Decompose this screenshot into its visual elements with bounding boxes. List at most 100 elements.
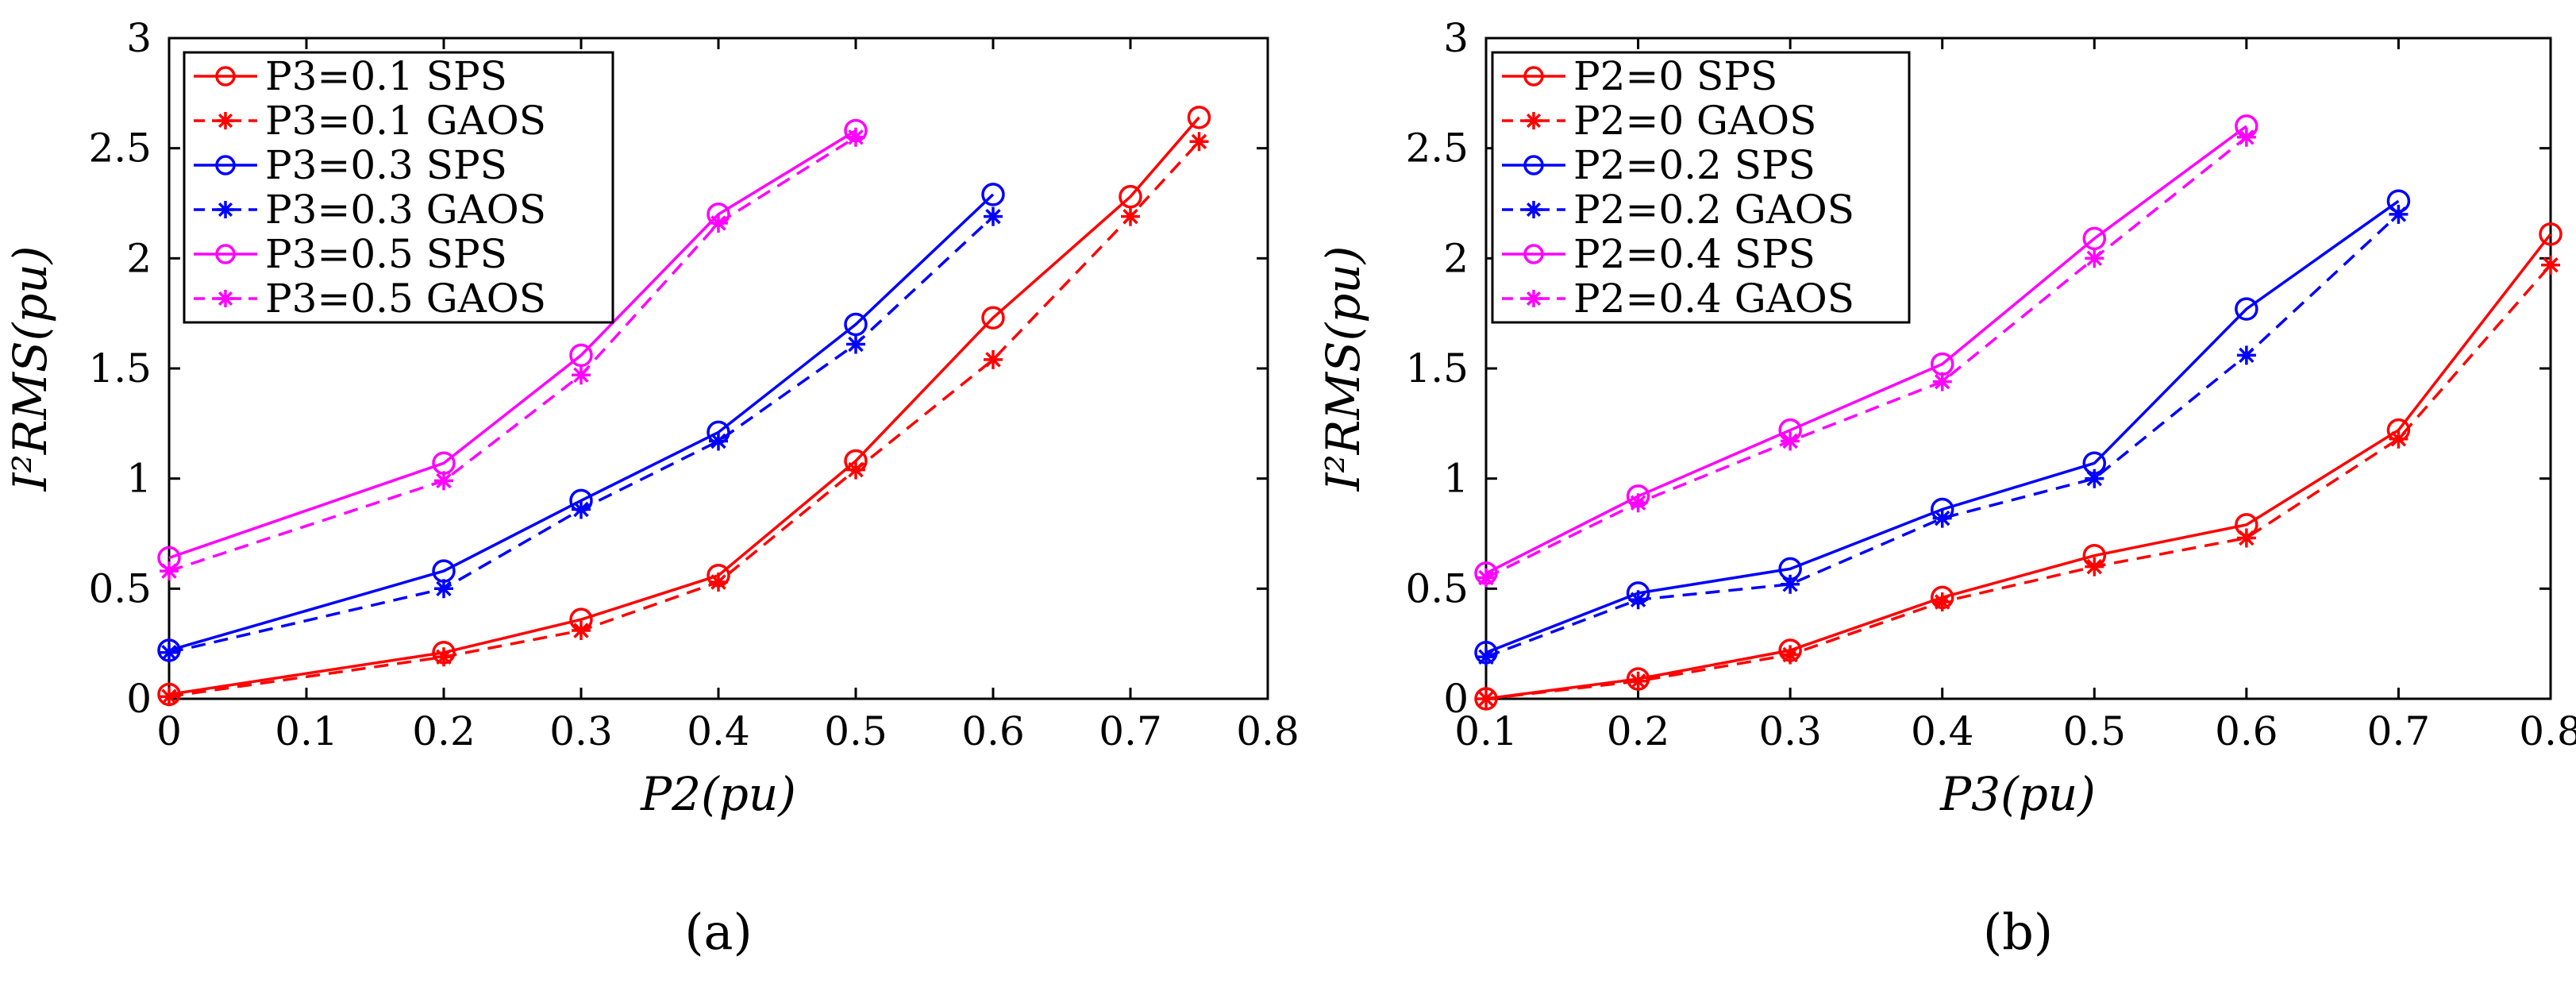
point-marker-b-1	[2389, 429, 2409, 449]
point-marker-a-3	[160, 642, 179, 662]
point-marker-a-3	[709, 431, 728, 451]
series-line-a-3	[168, 215, 995, 654]
chart-panel-a: 0 0.1 0.2 0.3 0.4 0.5 0.6 0.7 0.8 0 0.5 1 1.5 2 2.5 3 P3…	[3, 15, 1300, 961]
point-marker-a-1	[434, 647, 453, 667]
legend-swatch-marker	[217, 290, 234, 307]
point-marker-b-1	[1628, 671, 1648, 691]
series-line-a-1	[168, 141, 1200, 698]
series-line-b-4	[1485, 125, 2247, 575]
y-axis-label-b: I²RMS(pu)	[1316, 246, 1370, 492]
point-marker-a-2	[981, 183, 1005, 206]
legend-box	[1491, 51, 1911, 324]
legend-swatch-marker	[1525, 290, 1542, 307]
chart-panel-b: 0.1 0.2 0.3 0.4 0.5 0.6 0.7 0.8 0 0.5 1 1.5 2 2.5 3 P2=…	[1316, 15, 2576, 961]
y-tick-label: 2	[126, 235, 152, 281]
point-marker-b-3	[2236, 345, 2256, 365]
point-marker-a-1	[709, 573, 728, 592]
point-marker-a-1	[1189, 132, 1209, 152]
point-marker-a-0	[1187, 106, 1211, 129]
point-marker-a-5	[434, 471, 453, 491]
point-marker-b-3	[2085, 469, 2104, 488]
x-axis-label-a: P2(pu)	[640, 767, 796, 821]
legend-entry-label: P2=0.4 SPS	[1573, 231, 1816, 277]
legend-entry-label: P2=0 GAOS	[1573, 98, 1816, 144]
legend-swatch-marker	[1523, 244, 1544, 264]
legend-box	[183, 51, 614, 324]
point-marker-b-5	[2085, 249, 2104, 268]
series-line-b-1	[1485, 264, 2552, 700]
x-tick-label: 0.8	[2519, 708, 2576, 754]
series-line-a-2	[168, 193, 995, 652]
point-marker-a-3	[846, 334, 865, 354]
point-marker-b-3	[1477, 647, 1496, 667]
y-tick-label: 0.5	[1405, 565, 1469, 611]
point-marker-a-1	[984, 349, 1003, 369]
y-tick-label: 1.5	[88, 345, 152, 391]
series-line-a-4	[168, 129, 857, 560]
y-tick-label: 0	[1443, 676, 1469, 722]
x-tick-label: 0	[156, 708, 182, 754]
point-marker-a-5	[160, 561, 179, 581]
x-tick-label: 0.6	[961, 708, 1025, 754]
series-line-b-5	[1485, 136, 2247, 580]
y-tick-label: 0	[126, 676, 152, 722]
legend-entry-label: P2=0 SPS	[1573, 53, 1777, 99]
legend-swatch-marker	[217, 201, 234, 218]
y-tick-label: 3	[1443, 15, 1469, 61]
point-marker-b-3	[1932, 508, 1952, 528]
point-marker-a-1	[1121, 206, 1140, 226]
legend-entry-label: P3=0.5 GAOS	[265, 276, 546, 322]
x-tick-label: 0.7	[2367, 708, 2431, 754]
y-tick-label: 3	[126, 15, 152, 61]
legend-swatch-marker	[1523, 66, 1544, 87]
legend-swatch-marker	[1523, 155, 1544, 175]
legend-swatch-marker	[215, 155, 236, 175]
point-marker-b-5	[1477, 568, 1496, 588]
y-tick-label: 1.5	[1405, 345, 1469, 391]
legend-entry-label: P3=0.5 SPS	[265, 231, 507, 277]
legend-entry-label: P2=0.2 GAOS	[1573, 187, 1854, 233]
legend-swatch-marker	[215, 244, 236, 264]
x-tick-label: 0.2	[412, 708, 476, 754]
panel-label-b: (b)	[1983, 903, 2053, 961]
point-marker-b-2	[2235, 297, 2258, 321]
y-tick-label: 0.5	[88, 565, 152, 611]
point-marker-b-5	[1781, 431, 1800, 451]
point-marker-a-1	[846, 460, 865, 480]
x-tick-label: 0.3	[1758, 708, 1822, 754]
point-marker-b-1	[1781, 645, 1800, 665]
point-marker-b-1	[2236, 528, 2256, 548]
point-marker-b-0	[2539, 222, 2563, 246]
legend-entry-label: P2=0.2 SPS	[1573, 142, 1816, 188]
legend-entry-label: P3=0.1 SPS	[265, 53, 507, 99]
y-tick-label: 2.5	[88, 125, 152, 172]
x-tick-label: 0.1	[1454, 708, 1518, 754]
legend-entry-label: P3=0.3 SPS	[265, 142, 507, 188]
y-tick-label: 2.5	[1405, 125, 1469, 172]
point-marker-a-3	[434, 579, 453, 599]
legend-swatch-marker	[1525, 201, 1542, 218]
point-marker-a-3	[572, 499, 591, 519]
x-tick-label: 0.4	[1911, 708, 1974, 754]
point-marker-b-1	[2541, 255, 2560, 275]
point-marker-b-5	[2236, 127, 2256, 147]
point-marker-b-1	[1477, 689, 1496, 708]
y-tick-label: 1	[1443, 456, 1469, 502]
y-axis-label-a: I²RMS(pu)	[3, 246, 57, 492]
legend-swatch-marker	[1525, 112, 1542, 129]
x-tick-label: 0.1	[275, 708, 338, 754]
series-line-b-0	[1485, 233, 2552, 700]
series-line-a-0	[168, 116, 1200, 696]
point-marker-a-5	[846, 127, 865, 147]
x-tick-label: 0.3	[549, 708, 613, 754]
legend-swatch-marker	[215, 66, 236, 87]
y-tick-label: 1	[126, 456, 152, 502]
point-marker-b-1	[2085, 557, 2104, 576]
legend-entry-label: P2=0.4 GAOS	[1573, 276, 1854, 322]
x-axis-label-b: P3(pu)	[1939, 767, 2096, 821]
x-tick-label: 0.6	[2215, 708, 2278, 754]
point-marker-a-5	[709, 214, 728, 233]
point-marker-b-5	[1932, 372, 1952, 391]
